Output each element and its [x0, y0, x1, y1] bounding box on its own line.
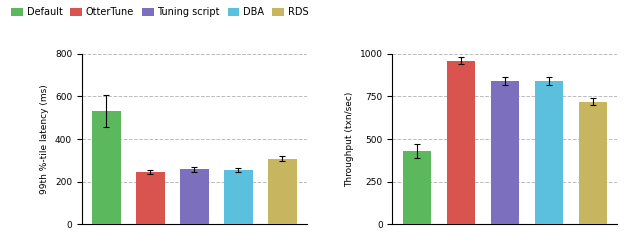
- Bar: [268, 159, 297, 224]
- Bar: [224, 170, 253, 224]
- Bar: [491, 81, 519, 224]
- Bar: [180, 169, 209, 224]
- Bar: [447, 61, 475, 224]
- Y-axis label: Throughput (txn/sec): Throughput (txn/sec): [345, 92, 354, 187]
- Bar: [403, 151, 431, 224]
- Bar: [535, 81, 563, 224]
- Y-axis label: 99th %-tile latency (ms): 99th %-tile latency (ms): [40, 84, 49, 194]
- Bar: [136, 172, 164, 224]
- Legend: Default, OtterTune, Tuning script, DBA, RDS: Default, OtterTune, Tuning script, DBA, …: [11, 7, 308, 17]
- Bar: [578, 102, 607, 224]
- Bar: [92, 111, 121, 224]
